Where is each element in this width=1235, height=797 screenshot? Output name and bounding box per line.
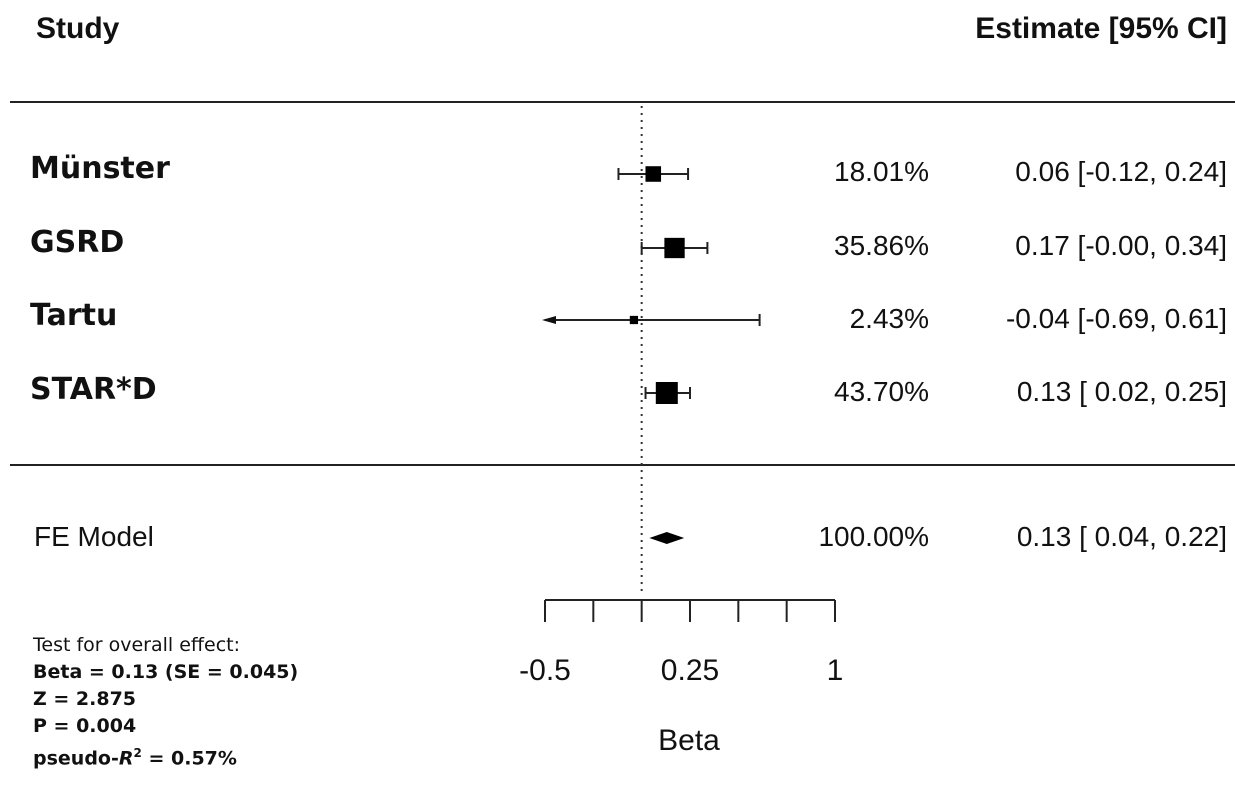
study-name: Münster — [30, 151, 170, 186]
x-axis-title: Beta — [658, 724, 720, 757]
study-name: STAR*D — [30, 372, 157, 407]
estimate-square — [655, 382, 678, 404]
stats-beta: Beta = 0.13 (SE = 0.045) — [33, 661, 299, 683]
stats-title: Test for overall effect: — [33, 634, 240, 656]
summary-label: FE Model — [34, 521, 154, 552]
x-tick-label: -0.5 — [519, 654, 571, 687]
study-weight: 18.01% — [834, 156, 929, 187]
estimate-square — [664, 237, 685, 259]
x-tick-label: 0.25 — [660, 654, 720, 687]
header-estimate: Estimate [95% CI] — [975, 12, 1227, 45]
middle-rule — [10, 464, 1235, 466]
estimate-square — [645, 166, 662, 182]
study-ci: 0.06 [-0.12, 0.24] — [1015, 156, 1227, 187]
ci-arrow — [542, 316, 556, 324]
summary-weight: 100.00% — [818, 521, 929, 552]
stats-r2-symbol: R — [118, 747, 134, 770]
header-study: Study — [36, 12, 120, 45]
study-weight: 35.86% — [834, 230, 929, 261]
stats-pseudo-r2: pseudo-R2 = 0.57% — [33, 740, 298, 772]
study-name: Tartu — [30, 298, 118, 333]
study-ci: -0.04 [-0.69, 0.61] — [1005, 303, 1227, 334]
stats-z: Z = 2.875 — [33, 688, 137, 710]
stats-r2-sup: 2 — [133, 746, 142, 760]
stats-r2-prefix: pseudo- — [33, 747, 119, 770]
study-name: GSRD — [30, 225, 125, 260]
estimate-square — [629, 315, 639, 325]
overall-effect-stats: Test for overall effect: Beta = 0.13 (SE… — [33, 632, 298, 772]
stats-p: P = 0.004 — [33, 715, 137, 737]
stats-r2-value: = 0.57% — [141, 747, 237, 770]
study-ci: 0.13 [ 0.02, 0.25] — [1016, 376, 1227, 407]
x-tick-label: 1 — [826, 654, 844, 687]
summary-ci: 0.13 [ 0.04, 0.22] — [1016, 521, 1227, 552]
summary-diamond — [649, 532, 685, 544]
study-ci: 0.17 [-0.00, 0.34] — [1015, 230, 1227, 261]
top-rule — [10, 101, 1235, 103]
study-weight: 2.43% — [849, 303, 929, 334]
study-weight: 43.70% — [834, 376, 929, 407]
